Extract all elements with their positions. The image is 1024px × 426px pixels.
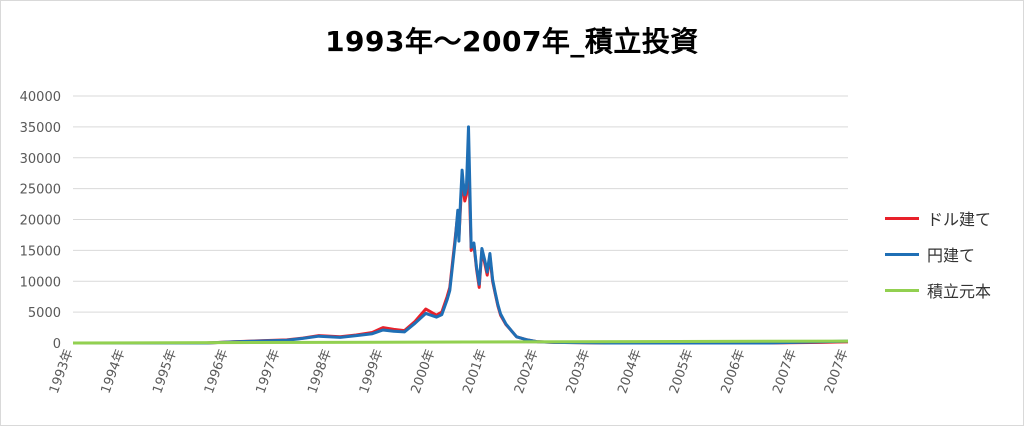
x-tick-label-2: 1995年 xyxy=(150,347,180,395)
legend-label-dollar: ドル建て xyxy=(927,210,992,229)
legend-item-dollar: ドル建て xyxy=(885,200,991,236)
x-tick-label-3: 1996年 xyxy=(202,347,232,395)
x-tick-label-4: 1997年 xyxy=(254,347,284,395)
legend: ドル建て 円建て 積立元本 xyxy=(885,200,991,308)
legend-item-yen: 円建て xyxy=(885,236,991,272)
x-tick-label-1: 1994年 xyxy=(99,347,129,395)
x-tick-label-15: 2007年 xyxy=(822,347,852,395)
legend-swatch-dollar xyxy=(885,216,919,220)
x-tick-label-11: 2004年 xyxy=(615,347,645,395)
legend-item-principal: 積立元本 xyxy=(885,272,991,308)
y-tick-label-3: 15000 xyxy=(20,244,61,259)
y-tick-label-6: 30000 xyxy=(20,152,61,167)
x-tick-label-9: 2002年 xyxy=(512,347,542,395)
x-tick-label-12: 2005年 xyxy=(667,347,697,395)
y-tick-label-7: 35000 xyxy=(20,121,61,136)
x-tick-label-10: 2003年 xyxy=(564,347,594,395)
x-tick-label-6: 1999年 xyxy=(357,347,387,395)
x-tick-label-5: 1998年 xyxy=(305,347,335,395)
x-tick-label-0: 1993年 xyxy=(47,347,77,395)
y-tick-label-2: 10000 xyxy=(20,275,61,290)
y-tick-label-5: 25000 xyxy=(20,183,61,198)
y-tick-label-4: 20000 xyxy=(20,214,61,229)
x-tick-label-8: 2001年 xyxy=(460,347,490,395)
legend-swatch-yen xyxy=(885,252,919,256)
series-line-yen xyxy=(73,125,849,345)
y-tick-label-8: 40000 xyxy=(20,90,61,105)
legend-label-principal: 積立元本 xyxy=(927,282,992,301)
legend-swatch-principal xyxy=(885,288,919,292)
x-tick-label-14: 2007年 xyxy=(770,347,800,395)
x-tick-label-7: 2000年 xyxy=(409,347,439,395)
y-tick-label-0: 0 xyxy=(53,337,61,352)
x-tick-label-13: 2006年 xyxy=(719,347,749,395)
series-line-principal xyxy=(72,339,849,345)
chart-title: 1993年～2007年_積立投資 xyxy=(325,25,699,58)
legend-label-yen: 円建て xyxy=(927,246,976,265)
y-tick-label-1: 5000 xyxy=(28,306,61,321)
